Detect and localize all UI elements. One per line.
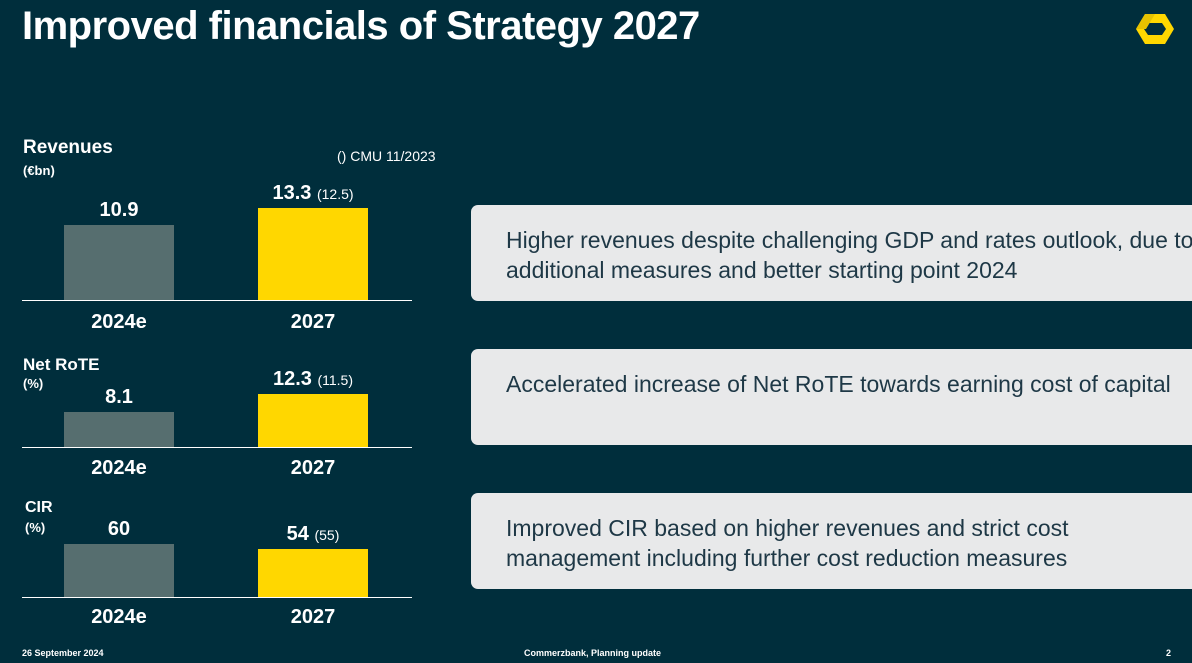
- bar-value-label: 13.3 (12.5): [272, 182, 354, 204]
- chart-title: CIR: [25, 499, 53, 516]
- axis-line: [22, 447, 412, 448]
- bar-value-label: 12.3 (11.5): [272, 368, 354, 390]
- previous-target-label: (12.5): [316, 186, 354, 202]
- bar-value-label: 60: [107, 518, 131, 540]
- category-label: 2027: [290, 311, 336, 333]
- category-label: 2027: [290, 457, 336, 479]
- callout-text: Higher revenues despite challenging GDP …: [506, 227, 1192, 283]
- category-label: 2024e: [91, 311, 147, 333]
- bar-2027: [258, 549, 368, 597]
- chart-title: Revenues: [23, 137, 113, 158]
- cmu-note: () CMU 11/2023: [337, 148, 436, 164]
- bar-value-label: 54 (55): [286, 523, 340, 545]
- callout-cir: Improved CIR based on higher revenues an…: [471, 493, 1192, 589]
- bar-value-label: 8.1: [105, 386, 133, 408]
- previous-target-label: (55): [314, 527, 340, 543]
- bar-2027: [258, 208, 368, 300]
- page-number: 2: [1166, 648, 1172, 658]
- commerzbank-ribbon-logo-icon: [1136, 14, 1174, 44]
- axis-line: [22, 300, 412, 301]
- bar-2024e: [64, 412, 174, 447]
- callout-net-rote: Accelerated increase of Net RoTE towards…: [471, 349, 1192, 445]
- footer-date: 26 September 2024: [22, 648, 104, 658]
- callout-text: Accelerated increase of Net RoTE towards…: [506, 371, 1171, 397]
- chart-unit: (%): [23, 376, 44, 391]
- bar-value-label: 10.9: [99, 199, 139, 221]
- bar-2027: [258, 394, 368, 447]
- page-title: Improved financials of Strategy 2027: [22, 4, 700, 48]
- footer-source: Commerzbank, Planning update: [524, 648, 662, 658]
- callout-text: Improved CIR based on higher revenues an…: [506, 515, 1069, 571]
- category-label: 2024e: [91, 457, 147, 479]
- bar-2024e: [64, 225, 174, 300]
- axis-line: [22, 597, 412, 598]
- chart-unit: (€bn): [23, 163, 55, 178]
- callout-revenues: Higher revenues despite challenging GDP …: [471, 205, 1192, 301]
- bar-2024e: [64, 544, 174, 597]
- chart-unit: (%): [25, 520, 46, 535]
- category-label: 2024e: [91, 606, 147, 628]
- category-label: 2027: [290, 606, 336, 628]
- chart-title: Net RoTE: [23, 355, 100, 374]
- previous-target-label: (11.5): [317, 372, 354, 388]
